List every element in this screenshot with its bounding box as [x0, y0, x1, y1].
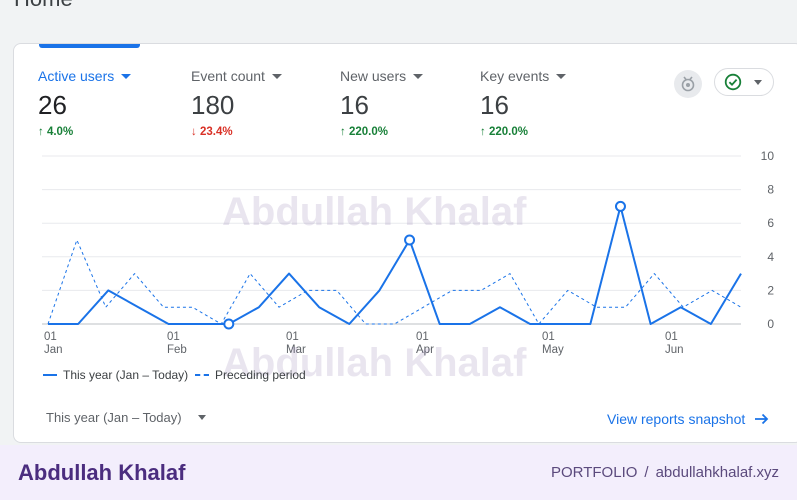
metric-change: ↓ 23.4%	[191, 126, 233, 138]
metric-label: Event count	[191, 68, 282, 84]
arrow-up-icon: ↑	[38, 126, 44, 138]
legend-preceding-period: Preceding period	[195, 368, 306, 382]
metric-change: ↑ 4.0%	[38, 126, 74, 138]
footer-banner: Abdullah Khalaf PORTFOLIO / abdullahkhalaf…	[0, 445, 797, 500]
metric-value: 180	[191, 90, 235, 120]
arrow-right-icon	[755, 413, 769, 425]
metric-label: Active users	[38, 68, 132, 84]
metric-change: ↑ 220.0%	[340, 126, 388, 138]
portfolio-link[interactable]: PORTFOLIO / abdullahkhalaf.xyz	[551, 464, 779, 481]
x-tick-day: 01	[167, 331, 180, 343]
y-tick-label: 8	[767, 183, 774, 197]
x-tick-day: 01	[416, 331, 429, 343]
metric-label: Key events	[480, 68, 567, 84]
arrow-up-icon: ↑	[480, 126, 486, 138]
x-tick-month: May	[542, 344, 564, 356]
x-tick-month: Mar	[286, 344, 306, 356]
footer-brand: Abdullah Khalaf	[18, 460, 186, 485]
metric-value: 16	[480, 90, 509, 120]
caret-down-icon	[413, 73, 424, 79]
y-tick-label: 2	[767, 283, 774, 297]
view-reports-snapshot-link[interactable]: View reports snapshot	[607, 411, 770, 427]
date-range-selector[interactable]: This year (Jan – Today)	[46, 410, 206, 425]
caret-down-icon	[197, 415, 206, 420]
metric-key-events[interactable]: Key events 16 ↑ 220.0%	[480, 68, 567, 138]
metric-change: ↑ 220.0%	[480, 126, 528, 138]
check-circle-icon	[724, 73, 742, 91]
y-tick-label: 4	[767, 250, 774, 264]
caret-down-icon	[754, 79, 762, 85]
x-tick-month: Feb	[167, 344, 187, 356]
arrow-down-icon: ↓	[191, 126, 197, 138]
data-point-marker	[223, 318, 235, 330]
overview-card: Active users 26 ↑ 4.0% Event count 180 ↓…	[13, 43, 797, 443]
caret-down-icon	[271, 73, 282, 79]
page-title: Home	[14, 0, 73, 12]
metric-event-count[interactable]: Event count 180 ↓ 23.4%	[191, 68, 282, 138]
x-tick-day: 01	[44, 331, 57, 343]
y-tick-label: 0	[767, 317, 774, 331]
x-tick-day: 01	[542, 331, 555, 343]
active-tab-indicator	[39, 44, 140, 48]
metric-value: 16	[340, 90, 369, 120]
compare-dropdown[interactable]	[714, 68, 774, 96]
metric-active-users[interactable]: Active users 26 ↑ 4.0%	[38, 68, 132, 138]
arrow-up-icon: ↑	[340, 126, 346, 138]
metric-new-users[interactable]: New users 16 ↑ 220.0%	[340, 68, 424, 138]
caret-down-icon	[121, 73, 132, 79]
caret-down-icon	[556, 73, 567, 79]
metric-label: New users	[340, 68, 424, 84]
data-point-marker	[404, 234, 416, 246]
legend-swatch	[43, 374, 57, 376]
y-tick-label: 6	[767, 216, 774, 230]
series-preceding-period-line	[47, 239, 742, 325]
metric-value: 26	[38, 90, 67, 120]
data-point-marker	[614, 200, 626, 212]
x-tick-month: Apr	[416, 344, 434, 356]
legend-swatch	[195, 374, 209, 376]
series-this-year-line	[48, 205, 742, 325]
insights-badge-icon[interactable]	[674, 70, 702, 98]
x-tick-month: Jan	[44, 344, 63, 356]
legend-this-year: This year (Jan – Today)	[43, 368, 188, 382]
x-tick-day: 01	[665, 331, 678, 343]
y-tick-label: 10	[761, 149, 775, 163]
x-tick-month: Jun	[665, 344, 684, 356]
x-tick-day: 01	[286, 331, 299, 343]
